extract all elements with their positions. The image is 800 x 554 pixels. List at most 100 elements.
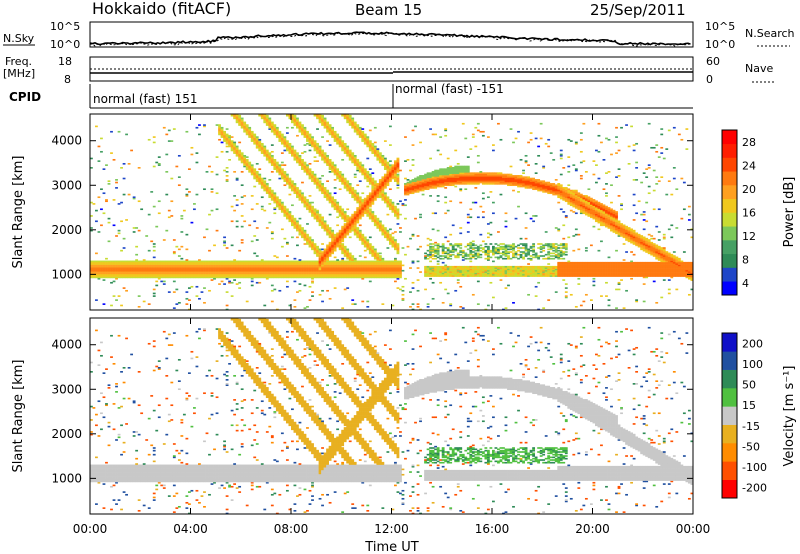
power-cell xyxy=(381,233,385,236)
power-cell xyxy=(291,271,294,273)
power-cell xyxy=(348,184,352,187)
power-cell xyxy=(373,183,377,185)
power-cell xyxy=(125,276,128,279)
power-cell xyxy=(235,152,239,154)
power-cell xyxy=(343,116,347,118)
power-cell xyxy=(280,138,284,141)
power-cell xyxy=(376,264,380,267)
power-cell xyxy=(303,233,307,236)
power-cell xyxy=(155,284,159,287)
power-cell xyxy=(368,176,372,178)
power-cell xyxy=(162,271,166,273)
power-cell xyxy=(283,260,287,263)
power-cell xyxy=(383,158,387,161)
power-cell xyxy=(414,188,417,191)
power-cell xyxy=(333,256,337,259)
power-cell xyxy=(270,128,274,130)
power-cell xyxy=(311,265,314,268)
power-cell xyxy=(356,209,360,212)
power-cell xyxy=(316,160,319,162)
power-cell xyxy=(110,273,113,276)
power-cell xyxy=(348,187,352,189)
power-cell xyxy=(248,167,252,169)
power-cell xyxy=(187,265,191,268)
power-cell xyxy=(275,308,279,311)
power-cell xyxy=(185,303,189,305)
power-cell xyxy=(338,267,342,269)
power-cell xyxy=(225,260,229,263)
power-cell xyxy=(187,268,191,271)
power-cell xyxy=(449,272,453,275)
power-cell xyxy=(155,276,159,279)
power-cell xyxy=(230,273,234,276)
power-cell xyxy=(245,130,249,133)
power-cell xyxy=(336,209,340,212)
power-cell xyxy=(333,134,337,137)
power-cell xyxy=(170,275,174,277)
power-cell xyxy=(316,212,319,215)
power-cell xyxy=(316,117,319,120)
power-cell xyxy=(205,267,209,269)
power-cell xyxy=(223,283,226,285)
power-cell xyxy=(306,134,309,137)
power-cell xyxy=(469,273,473,276)
power-cell xyxy=(404,188,407,191)
power-cell xyxy=(386,180,390,183)
power-cell xyxy=(306,173,309,176)
power-cell xyxy=(102,275,106,277)
power-cell xyxy=(366,268,370,271)
power-cell xyxy=(283,141,287,144)
power-cell xyxy=(243,157,247,160)
power-cell xyxy=(456,172,460,174)
power-cell xyxy=(293,124,297,126)
power-cell xyxy=(301,165,304,168)
power-cell xyxy=(293,114,297,117)
power-cell xyxy=(255,273,259,276)
power-cell xyxy=(95,269,98,272)
power-cell xyxy=(258,183,262,185)
power-cell xyxy=(366,243,370,245)
power-cell xyxy=(436,244,440,247)
power-cell xyxy=(120,264,123,267)
power-cell xyxy=(316,148,319,150)
power-cell xyxy=(263,121,267,124)
power-cell xyxy=(157,275,161,277)
power-cell xyxy=(311,211,314,213)
power-cell xyxy=(291,220,294,223)
power-cell xyxy=(391,208,395,211)
power-cell xyxy=(326,253,329,256)
power-cell xyxy=(280,161,284,164)
power-cell xyxy=(326,255,329,257)
power-cell xyxy=(270,163,274,165)
power-cell xyxy=(321,275,324,277)
power-cell xyxy=(429,157,432,160)
power-cell xyxy=(285,132,289,134)
power-cell xyxy=(225,267,229,269)
power-cell xyxy=(235,273,239,276)
power-cell xyxy=(459,165,463,168)
power-cell xyxy=(338,136,342,138)
power-cell xyxy=(388,261,392,264)
power-cell xyxy=(313,177,317,180)
power-cell xyxy=(373,261,377,264)
power-cell xyxy=(436,267,440,269)
power-cell xyxy=(459,183,463,185)
power-cell xyxy=(336,177,340,180)
power-cell xyxy=(363,209,367,212)
power-cell xyxy=(328,231,332,233)
power-cell xyxy=(399,267,402,269)
power-cell xyxy=(381,163,385,165)
power-cell xyxy=(431,275,435,277)
power-cell xyxy=(469,257,473,260)
power-cell xyxy=(250,133,254,136)
power-cell xyxy=(248,271,252,273)
power-cell xyxy=(363,239,367,241)
power-cell xyxy=(356,228,360,231)
power-cell xyxy=(258,271,262,273)
power-cell xyxy=(321,188,324,191)
power-cell xyxy=(373,256,377,259)
power-cell xyxy=(263,304,267,307)
power-cell xyxy=(411,179,415,181)
power-cell xyxy=(303,275,307,277)
power-cell xyxy=(449,200,453,203)
